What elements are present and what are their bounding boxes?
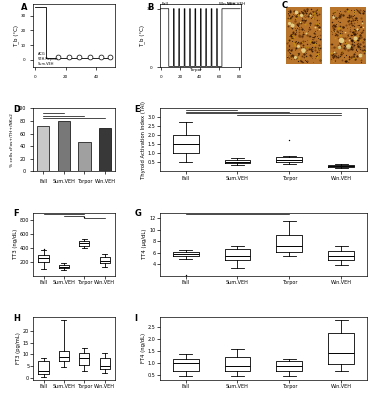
Bar	[330, 7, 366, 64]
Text: ACG
VEH.Repeat
Sum.VEH: ACG VEH.Repeat Sum.VEH	[38, 52, 59, 66]
Text: B: B	[147, 3, 154, 12]
Y-axis label: T_b (°C): T_b (°C)	[139, 24, 145, 46]
Text: Torpor: Torpor	[189, 68, 202, 72]
Bar	[37, 126, 49, 172]
Y-axis label: FT3 (pg/mL): FT3 (pg/mL)	[16, 332, 21, 364]
Y-axis label: T_b (°C): T_b (°C)	[13, 24, 19, 46]
Y-axis label: Thyroid Activation Index (TAI): Thyroid Activation Index (TAI)	[141, 101, 146, 179]
Text: E: E	[135, 105, 140, 114]
Bar	[78, 142, 91, 172]
Bar	[58, 121, 70, 172]
Text: D: D	[13, 105, 20, 114]
Bar	[286, 7, 322, 64]
Text: A: A	[21, 3, 28, 12]
Text: Fall: Fall	[161, 2, 168, 6]
Y-axis label: TT4 (μg/dL): TT4 (μg/dL)	[142, 229, 147, 259]
Text: I: I	[135, 314, 138, 323]
Text: Sum.VEH: Sum.VEH	[227, 2, 246, 6]
Y-axis label: TT3 (ng/dL): TT3 (ng/dL)	[13, 229, 18, 259]
Y-axis label: FT4 (ng/dL): FT4 (ng/dL)	[141, 333, 146, 364]
Text: G: G	[135, 209, 142, 218]
Text: C: C	[282, 1, 288, 10]
Text: Win.VEH: Win.VEH	[219, 2, 236, 6]
Y-axis label: % cells cFos+/TH+/NKx2: % cells cFos+/TH+/NKx2	[10, 113, 14, 167]
Bar	[99, 128, 111, 172]
Text: H: H	[13, 314, 20, 323]
Text: F: F	[13, 209, 19, 218]
